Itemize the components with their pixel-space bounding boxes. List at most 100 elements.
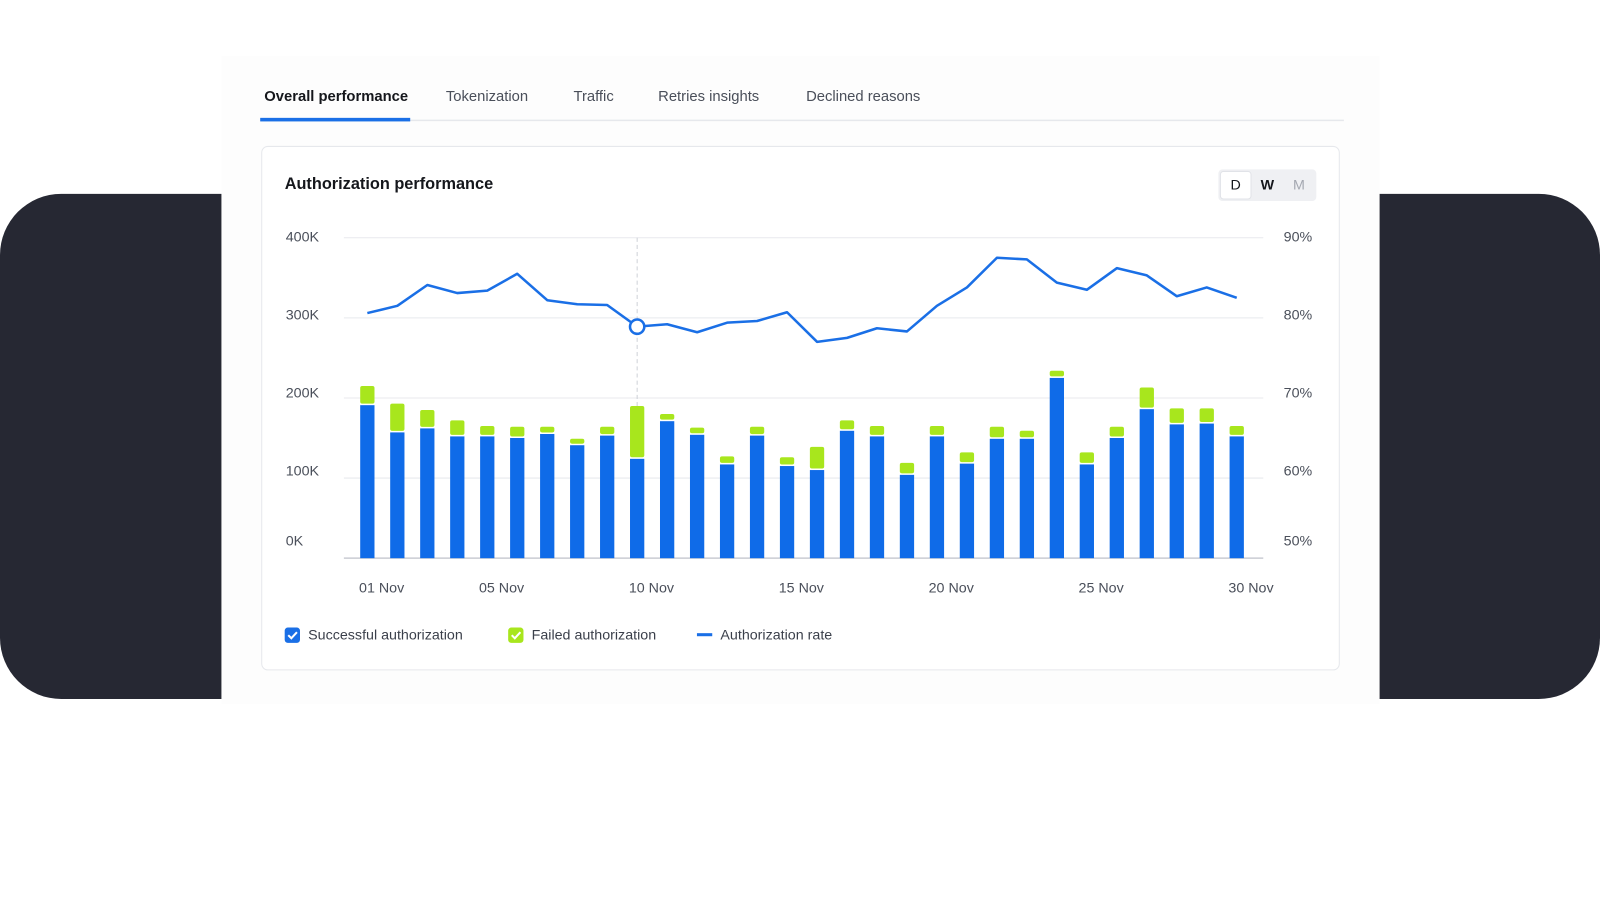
bar-successful [989, 438, 1005, 559]
bar-failed [1019, 430, 1035, 438]
bar-failed [659, 413, 675, 420]
bar-failed [749, 426, 765, 435]
tab-indicator [260, 117, 411, 122]
bar-failed [959, 452, 975, 463]
check-icon [511, 631, 522, 640]
bar-failed [1229, 425, 1244, 435]
bar-successful [929, 436, 945, 559]
x-tick-label: 15 Nov [779, 581, 825, 597]
legend-checkbox[interactable] [508, 627, 524, 643]
bar-failed [809, 446, 825, 469]
hover-point [628, 318, 646, 336]
bar-successful [450, 436, 465, 559]
bar-failed [929, 425, 945, 435]
bar-failed [540, 426, 555, 433]
bar-failed [1079, 452, 1094, 463]
x-tick-label: 10 Nov [629, 581, 675, 597]
bar-successful [1079, 464, 1094, 559]
bar-failed [600, 426, 615, 435]
bar-failed [899, 462, 915, 474]
tab[interactable]: Tokenization [446, 89, 528, 105]
rate-line [367, 256, 1238, 344]
y-tick-label: 400K [286, 230, 320, 246]
toggle-selected [1219, 170, 1252, 200]
card [261, 145, 1340, 671]
legend-label: Successful authorization [308, 627, 463, 643]
bar-successful [390, 432, 405, 559]
legend: Successful authorization Failed authoriz… [284, 627, 832, 643]
tab[interactable]: Overall performance [264, 89, 408, 105]
x-tick-label: 20 Nov [929, 581, 975, 597]
legend-label: Authorization rate [720, 627, 832, 643]
x-tick-label: 01 Nov [359, 581, 405, 597]
bar-successful [1109, 438, 1124, 559]
chart: 0K 100K 200K 300K 400K 50% 60% 70% 80% 90% 01 Nov 0… [286, 230, 1313, 597]
bar-successful [869, 436, 885, 559]
bar-failed [390, 403, 405, 431]
bar-successful [540, 434, 555, 559]
x-tick-label: 30 Nov [1228, 581, 1274, 597]
y2-tick-label: 90% [1284, 230, 1313, 246]
y-tick-label: 200K [286, 386, 320, 402]
y2-tick-label: 60% [1284, 464, 1313, 480]
bar-failed [1049, 370, 1065, 377]
bar-successful [1139, 409, 1154, 559]
bar-successful [839, 430, 855, 559]
bar-successful [719, 464, 735, 559]
bar-failed [1139, 387, 1154, 408]
period-button[interactable]: W [1261, 177, 1275, 193]
y2-tick-label: 80% [1284, 308, 1313, 324]
bar-successful [1049, 377, 1065, 559]
bar-failed [719, 456, 735, 463]
bar-failed [570, 438, 585, 444]
check-icon [287, 631, 298, 640]
bar-failed [480, 425, 495, 435]
bar-failed [989, 426, 1005, 438]
bar-failed [689, 427, 705, 434]
bar-failed [839, 420, 855, 430]
bar-failed [450, 420, 465, 435]
bar-successful [959, 463, 975, 559]
tab[interactable]: Retries insights [658, 89, 759, 105]
legend-checkbox[interactable] [284, 627, 300, 643]
y2-tick-label: 50% [1284, 534, 1313, 550]
bar-failed [779, 457, 795, 465]
bar-successful [749, 435, 765, 559]
bar-successful [480, 436, 495, 559]
period-button[interactable]: M [1293, 177, 1305, 193]
tab[interactable]: Declined reasons [806, 89, 920, 105]
bar-successful [689, 434, 705, 559]
period-button[interactable]: D [1231, 177, 1241, 193]
bar-successful [510, 438, 525, 559]
bar-successful [570, 445, 585, 559]
bar-failed [510, 426, 525, 437]
bar-failed [869, 425, 885, 435]
bar-successful [809, 470, 825, 559]
bar-successful [1169, 424, 1184, 559]
y-tick-label: 100K [286, 464, 320, 480]
tab[interactable]: Traffic [573, 89, 613, 105]
y-tick-label: 0K [286, 534, 304, 550]
bar-successful [420, 428, 435, 559]
bar-failed [1109, 426, 1124, 437]
bar-failed [1169, 408, 1184, 423]
bar-successful [360, 405, 375, 559]
bar-successful [1019, 438, 1035, 559]
tab-bar: Overall performance Tokenization Traffic… [260, 89, 1344, 122]
bar-successful [659, 421, 675, 559]
period-toggle: D W M [1218, 169, 1317, 202]
x-tick-label: 25 Nov [1079, 581, 1125, 597]
bar-failed [360, 385, 375, 404]
bar-successful [1199, 423, 1214, 559]
bar-failed [630, 405, 645, 458]
bar-failed [1199, 408, 1214, 423]
y-tick-label: 300K [286, 308, 320, 324]
bar-successful [1229, 436, 1244, 559]
legend-label: Failed authorization [532, 627, 657, 643]
bar-successful [600, 435, 615, 559]
bar-successful [899, 474, 915, 559]
bar-successful [630, 458, 645, 559]
x-tick-label: 05 Nov [479, 581, 525, 597]
bar-failed [420, 409, 435, 427]
